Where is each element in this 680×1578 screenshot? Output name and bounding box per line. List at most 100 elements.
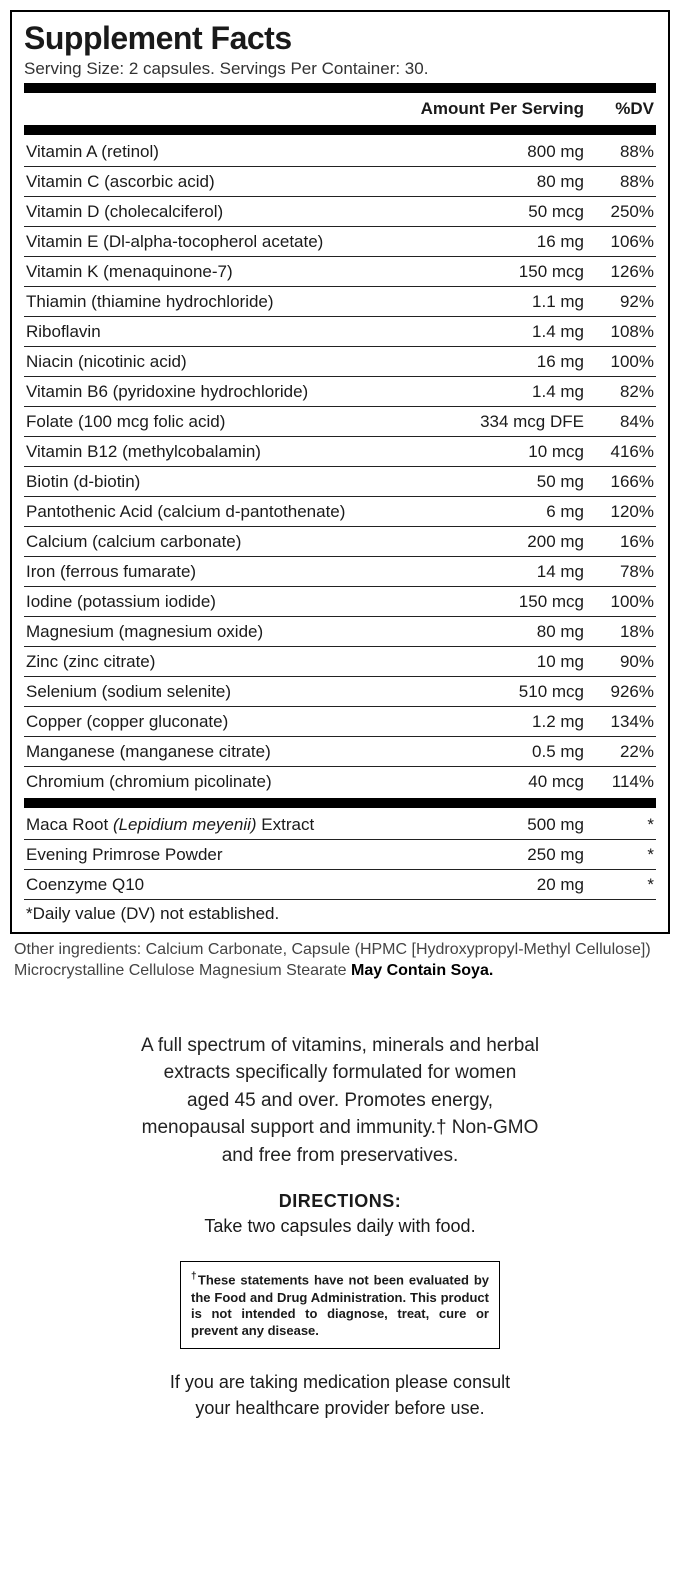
ingredient-amount: 150 mcg — [414, 262, 584, 282]
ingredient-dv: 120% — [584, 502, 654, 522]
ingredient-amount: 250 mg — [414, 845, 584, 865]
ingredient-amount: 40 mcg — [414, 772, 584, 792]
ingredient-dv: 82% — [584, 382, 654, 402]
ingredient-row: Vitamin A (retinol)800 mg88% — [24, 137, 656, 167]
ingredient-dv: * — [584, 815, 654, 835]
ingredient-dv: 100% — [584, 352, 654, 372]
promo-block: A full spectrum of vitamins, minerals an… — [140, 1032, 540, 1422]
ingredient-name: Vitamin K (menaquinone-7) — [26, 262, 414, 282]
ingredient-name: Selenium (sodium selenite) — [26, 682, 414, 702]
ingredient-dv: 926% — [584, 682, 654, 702]
ingredient-amount: 800 mg — [414, 142, 584, 162]
ingredient-dv: 106% — [584, 232, 654, 252]
ingredient-name: Riboflavin — [26, 322, 414, 342]
ingredient-dv: 88% — [584, 172, 654, 192]
header-blank — [26, 99, 414, 119]
ingredient-name: Copper (copper gluconate) — [26, 712, 414, 732]
ingredient-dv: 92% — [584, 292, 654, 312]
ingredient-dv: 134% — [584, 712, 654, 732]
divider-bar — [24, 83, 656, 93]
ingredient-name: Iodine (potassium iodide) — [26, 592, 414, 612]
ingredient-dv: 18% — [584, 622, 654, 642]
ingredient-dv: * — [584, 875, 654, 895]
ingredient-name: Vitamin A (retinol) — [26, 142, 414, 162]
ingredient-dv: 90% — [584, 652, 654, 672]
ingredient-amount: 510 mcg — [414, 682, 584, 702]
ingredient-amount: 16 mg — [414, 232, 584, 252]
ingredient-row: Niacin (nicotinic acid)16 mg100% — [24, 347, 656, 377]
ingredient-name: Iron (ferrous fumarate) — [26, 562, 414, 582]
other-ingredients-text: Other ingredients: Calcium Carbonate, Ca… — [14, 941, 651, 979]
other-ingredients: Other ingredients: Calcium Carbonate, Ca… — [14, 940, 666, 982]
ingredient-amount: 10 mcg — [414, 442, 584, 462]
supplement-facts-panel: Supplement Facts Serving Size: 2 capsule… — [10, 10, 670, 934]
ingredient-row: Iodine (potassium iodide)150 mcg100% — [24, 587, 656, 617]
ingredient-name: Maca Root (Lepidium meyenii) Extract — [26, 815, 414, 835]
ingredient-row: Copper (copper gluconate)1.2 mg134% — [24, 707, 656, 737]
ingredient-row: Zinc (zinc citrate)10 mg90% — [24, 647, 656, 677]
ingredient-dv: 84% — [584, 412, 654, 432]
ingredient-dv: 100% — [584, 592, 654, 612]
ingredient-name: Pantothenic Acid (calcium d-pantothenate… — [26, 502, 414, 522]
ingredient-amount: 20 mg — [414, 875, 584, 895]
fda-disclaimer: †These statements have not been evaluate… — [180, 1261, 500, 1349]
ingredient-name: Vitamin E (Dl-alpha-tocopherol acetate) — [26, 232, 414, 252]
ingredient-amount: 500 mg — [414, 815, 584, 835]
ingredient-row: Calcium (calcium carbonate)200 mg16% — [24, 527, 656, 557]
ingredient-row: Manganese (manganese citrate)0.5 mg22% — [24, 737, 656, 767]
ingredient-amount: 1.4 mg — [414, 382, 584, 402]
directions-text: Take two capsules daily with food. — [140, 1216, 540, 1237]
ingredient-name: Niacin (nicotinic acid) — [26, 352, 414, 372]
ingredient-row: Selenium (sodium selenite)510 mcg926% — [24, 677, 656, 707]
ingredient-name: Evening Primrose Powder — [26, 845, 414, 865]
ingredient-name: Magnesium (magnesium oxide) — [26, 622, 414, 642]
ingredient-amount: 80 mg — [414, 172, 584, 192]
ingredient-row: Vitamin K (menaquinone-7)150 mcg126% — [24, 257, 656, 287]
ingredient-dv: 166% — [584, 472, 654, 492]
ingredient-amount: 50 mcg — [414, 202, 584, 222]
ingredient-row: Riboflavin1.4 mg108% — [24, 317, 656, 347]
serving-size: Serving Size: 2 capsules. Servings Per C… — [24, 59, 656, 79]
ingredient-dv: 16% — [584, 532, 654, 552]
ingredient-amount: 16 mg — [414, 352, 584, 372]
ingredient-amount: 200 mg — [414, 532, 584, 552]
ingredient-row: Pantothenic Acid (calcium d-pantothenate… — [24, 497, 656, 527]
directions-label: DIRECTIONS: — [140, 1191, 540, 1212]
ingredient-name: Vitamin B6 (pyridoxine hydrochloride) — [26, 382, 414, 402]
ingredient-amount: 150 mcg — [414, 592, 584, 612]
ingredient-name: Vitamin B12 (methylcobalamin) — [26, 442, 414, 462]
divider-bar — [24, 798, 656, 808]
divider-bar — [24, 125, 656, 135]
ingredient-dv: 416% — [584, 442, 654, 462]
ingredient-name: Vitamin D (cholecalciferol) — [26, 202, 414, 222]
ingredient-dv: 114% — [584, 772, 654, 792]
ingredient-row: Chromium (chromium picolinate)40 mcg114% — [24, 767, 656, 796]
ingredient-row: Vitamin B6 (pyridoxine hydrochloride)1.4… — [24, 377, 656, 407]
ingredient-amount: 1.2 mg — [414, 712, 584, 732]
ingredient-amount: 80 mg — [414, 622, 584, 642]
ingredient-dv: 22% — [584, 742, 654, 762]
panel-title: Supplement Facts — [24, 20, 656, 57]
ingredient-name: Thiamin (thiamine hydrochloride) — [26, 292, 414, 312]
ingredient-amount: 1.4 mg — [414, 322, 584, 342]
ingredient-row: Vitamin D (cholecalciferol)50 mcg250% — [24, 197, 656, 227]
ingredients-section-1: Vitamin A (retinol)800 mg88% Vitamin C (a… — [24, 137, 656, 796]
ingredient-dv: 126% — [584, 262, 654, 282]
ingredient-row: Magnesium (magnesium oxide)80 mg18% — [24, 617, 656, 647]
ingredient-name: Vitamin C (ascorbic acid) — [26, 172, 414, 192]
ingredient-name: Coenzyme Q10 — [26, 875, 414, 895]
ingredient-name: Manganese (manganese citrate) — [26, 742, 414, 762]
table-header-row: Amount Per Serving %DV — [24, 95, 656, 123]
ingredient-amount: 0.5 mg — [414, 742, 584, 762]
ingredient-row: Folate (100 mcg folic acid)334 mcg DFE84… — [24, 407, 656, 437]
ingredient-name: Folate (100 mcg folic acid) — [26, 412, 414, 432]
ingredient-row: Iron (ferrous fumarate)14 mg78% — [24, 557, 656, 587]
ingredient-dv: 250% — [584, 202, 654, 222]
ingredient-row: Thiamin (thiamine hydrochloride)1.1 mg92… — [24, 287, 656, 317]
allergen-warning: May Contain Soya. — [351, 962, 493, 979]
ingredient-amount: 1.1 mg — [414, 292, 584, 312]
promo-description: A full spectrum of vitamins, minerals an… — [140, 1032, 540, 1170]
ingredient-name: Chromium (chromium picolinate) — [26, 772, 414, 792]
ingredient-amount: 6 mg — [414, 502, 584, 522]
ingredient-row: Vitamin B12 (methylcobalamin)10 mcg416% — [24, 437, 656, 467]
